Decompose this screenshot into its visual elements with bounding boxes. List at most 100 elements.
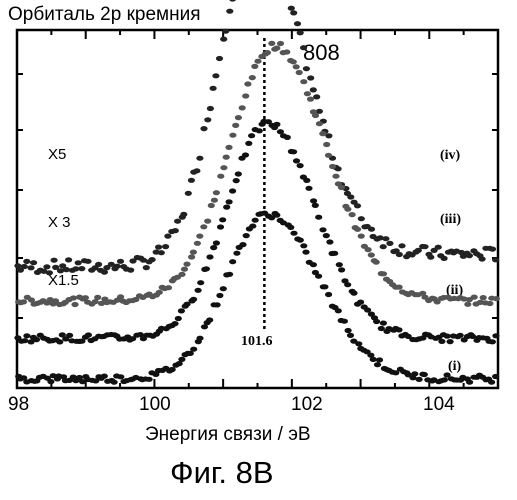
data-point [21, 264, 28, 269]
data-point [376, 357, 383, 362]
data-point [188, 178, 195, 183]
data-point [300, 79, 307, 84]
data-point [216, 56, 223, 61]
data-point [146, 377, 153, 382]
data-point [169, 367, 176, 372]
data-point [310, 87, 317, 92]
data-point [358, 234, 365, 239]
data-point [56, 339, 63, 344]
data-point [357, 300, 364, 305]
data-point [213, 240, 220, 245]
data-point [319, 227, 326, 232]
data-point [492, 374, 499, 379]
data-point [207, 106, 214, 111]
data-point [220, 37, 227, 42]
data-point [355, 341, 362, 346]
data-point [165, 285, 172, 290]
data-point [304, 91, 311, 96]
data-point [252, 218, 259, 223]
data-point [287, 225, 294, 230]
data-point [347, 333, 354, 338]
data-point [195, 288, 202, 293]
data-point [300, 243, 307, 248]
data-point [368, 227, 375, 232]
data-point [196, 234, 203, 239]
data-point [172, 228, 179, 233]
data-point [365, 247, 372, 252]
data-point [101, 374, 108, 379]
data-point [21, 338, 28, 343]
data-point [347, 194, 354, 199]
data-point [200, 126, 207, 131]
data-point [156, 290, 163, 295]
data-point [444, 334, 451, 339]
data-point [256, 128, 263, 133]
data-point [302, 250, 309, 255]
data-point [214, 302, 221, 307]
data-point [492, 333, 499, 338]
data-point [204, 117, 211, 122]
data-point [208, 203, 215, 208]
data-point [226, 272, 233, 277]
data-point [254, 59, 261, 64]
data-point [344, 282, 351, 287]
data-point [398, 243, 405, 248]
data-point [300, 45, 307, 50]
data-point [411, 371, 418, 376]
data-point [217, 224, 224, 229]
data-point [466, 253, 473, 258]
data-point [331, 251, 338, 256]
data-point [219, 217, 226, 222]
data-point [493, 296, 500, 301]
data-point [193, 168, 200, 173]
data-point [313, 94, 320, 99]
data-point [325, 133, 332, 138]
data-point [341, 319, 348, 324]
data-point [30, 260, 37, 265]
data-point [244, 81, 251, 86]
data-point [51, 258, 58, 263]
data-point [220, 165, 227, 170]
data-point [344, 207, 351, 212]
data-point [206, 317, 213, 322]
data-point [190, 250, 197, 255]
data-point [222, 29, 229, 34]
data-point [66, 333, 73, 338]
data-point [226, 199, 233, 204]
data-point [447, 339, 454, 344]
data-point [243, 233, 250, 238]
data-point [233, 178, 240, 183]
data-point [226, 9, 233, 14]
data-point [188, 254, 195, 259]
data-point [315, 274, 322, 279]
data-point [466, 380, 473, 385]
data-point [47, 379, 54, 384]
data-point [158, 250, 165, 255]
data-point [210, 86, 217, 91]
data-point [297, 30, 304, 35]
data-point [175, 316, 182, 321]
data-point [380, 244, 387, 249]
data-point [225, 145, 232, 150]
data-point [85, 332, 92, 337]
data-point [290, 10, 297, 15]
data-point [235, 171, 242, 176]
data-point [127, 268, 134, 273]
data-point [196, 336, 203, 341]
data-point [95, 262, 102, 267]
data-point [323, 142, 330, 147]
data-point [354, 203, 361, 208]
data-point [273, 213, 280, 218]
data-point [395, 327, 402, 332]
data-point [211, 198, 218, 203]
data-point [84, 259, 91, 264]
data-point [178, 308, 185, 313]
data-point [268, 41, 275, 46]
data-point [486, 301, 493, 306]
data-point [183, 262, 190, 267]
data-point [94, 295, 101, 300]
data-point [206, 254, 213, 259]
data-point [63, 267, 70, 272]
data-point [239, 105, 246, 110]
